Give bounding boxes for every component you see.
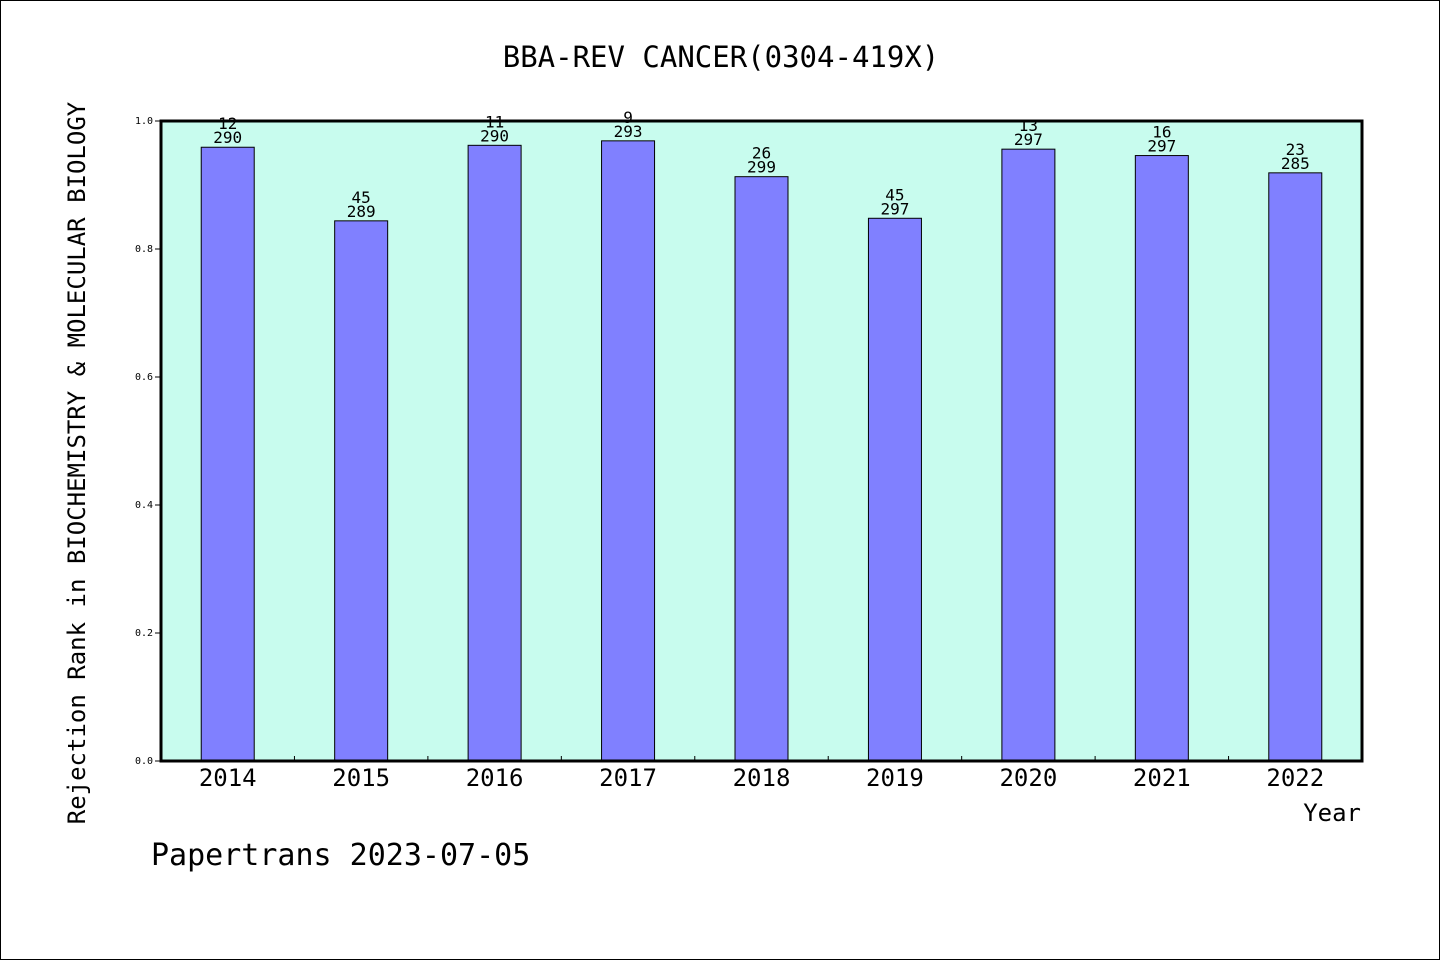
x-tick-label-2017: 2017	[599, 764, 657, 792]
bar-label-top-2020: 13	[1019, 116, 1038, 135]
x-tick-label-2014: 2014	[199, 764, 257, 792]
y-tick-label-0.2: 0.2	[135, 628, 153, 639]
bar-label-bottom-2014: 290	[213, 128, 242, 147]
y-tick-label-0.6: 0.6	[135, 372, 153, 383]
plot-frame	[159, 119, 1364, 763]
bar-label-bottom-2022: 285	[1281, 154, 1310, 173]
bar-2022	[1268, 172, 1323, 762]
bar-2014	[200, 146, 255, 762]
bar-2016	[467, 144, 522, 762]
x-tick-label-2016: 2016	[466, 764, 524, 792]
chart-title: BBA-REV CANCER(0304-419X)	[503, 40, 940, 74]
bars-layer	[200, 140, 1323, 762]
bar-label-top-2014: 12	[218, 114, 237, 133]
x-axis-label: Year	[1303, 799, 1361, 827]
bar-label-top-2017: 9	[623, 108, 633, 127]
y-tick-label-0.8: 0.8	[135, 244, 153, 255]
y-tick-label-0.4: 0.4	[135, 500, 153, 511]
bar-label-bottom-2019: 297	[880, 199, 909, 218]
bar-label-top-2015: 45	[352, 188, 371, 207]
y-tick-label-0.0: 0.0	[135, 756, 153, 767]
y-axis-label: Rejection Rank in BIOCHEMISTRY & MOLECUL…	[63, 101, 91, 824]
footer-credit: Papertrans 2023-07-05	[151, 838, 530, 873]
axes-layer: 2014 2015 2016 2017 2018 2019 2020 2021 2022 0.0 0…	[135, 116, 1324, 792]
bar-label-bottom-2020: 297	[1014, 130, 1043, 149]
bar-label-bottom-2018: 299	[747, 158, 776, 177]
bar-2018	[734, 176, 789, 762]
x-tick-label-2019: 2019	[866, 764, 924, 792]
x-tick-label-2021: 2021	[1133, 764, 1191, 792]
x-tick-label-2020: 2020	[999, 764, 1057, 792]
bar-label-top-2018: 26	[752, 144, 771, 163]
y-tick-label-1.0: 1.0	[135, 116, 153, 127]
bar-label-bottom-2021: 297	[1147, 137, 1176, 156]
x-tick-label-2015: 2015	[332, 764, 390, 792]
bar-labels-layer: 2901228945290112939299262974529713297162…	[213, 108, 1309, 221]
bar-label-bottom-2016: 290	[480, 126, 509, 145]
bar-label-top-2021: 16	[1152, 123, 1171, 142]
x-tick-label-2022: 2022	[1266, 764, 1324, 792]
bar-2017	[601, 140, 656, 762]
bar-label-top-2019: 45	[885, 185, 904, 204]
bar-2021	[1134, 155, 1189, 762]
bar-2019	[867, 217, 922, 762]
bar-2020	[1001, 148, 1056, 762]
x-tick-label-2018: 2018	[733, 764, 791, 792]
bar-label-bottom-2015: 289	[347, 202, 376, 221]
bar-label-top-2022: 23	[1286, 140, 1305, 159]
bar-label-bottom-2017: 293	[614, 122, 643, 141]
bar-2015	[334, 220, 389, 762]
